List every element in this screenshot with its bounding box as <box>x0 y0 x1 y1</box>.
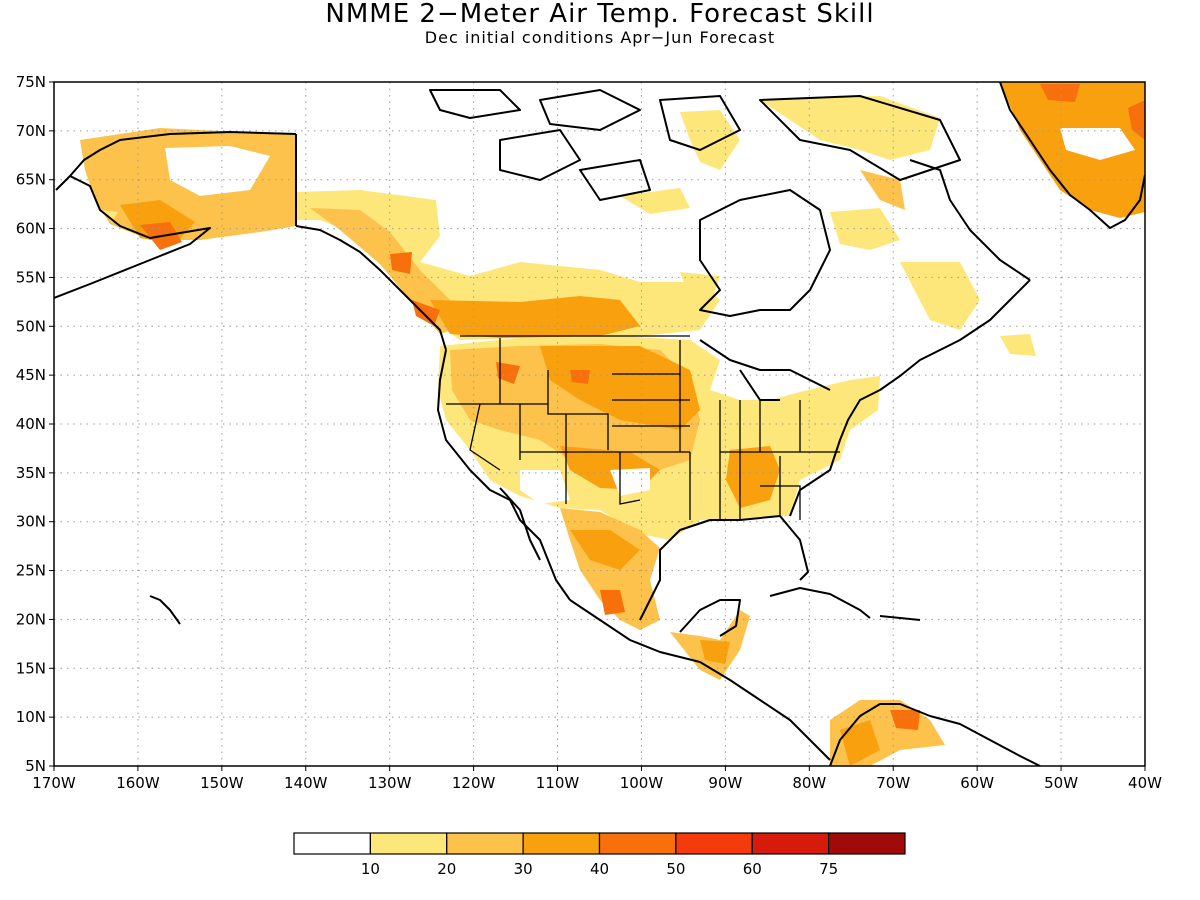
colorbar-label: 10 <box>361 860 380 878</box>
colorbar-label: 60 <box>743 860 762 878</box>
lat-tick-label: 55N <box>16 268 46 286</box>
coastlines <box>54 82 1145 766</box>
lon-tick-label: 130W <box>368 774 412 792</box>
lat-tick-label: 35N <box>16 464 46 482</box>
colorbar-label: 30 <box>514 860 533 878</box>
lon-tick-label: 90W <box>708 774 742 792</box>
colorbar-swatch <box>446 832 524 855</box>
skill-shading <box>80 82 1145 766</box>
lat-tick-label: 15N <box>16 659 46 677</box>
lon-tick-label: 50W <box>1044 774 1078 792</box>
longitude-labels: 170W 160W 150W 140W 130W 120W 110W 100W 90W 80W 70… <box>32 766 1162 792</box>
lon-tick-label: 60W <box>960 774 994 792</box>
colorbar-swatch <box>293 832 371 855</box>
lat-tick-label: 60N <box>16 220 46 238</box>
lat-tick-label: 75N <box>16 73 46 91</box>
lat-tick-label: 30N <box>16 513 46 531</box>
colorbar-swatch <box>598 832 677 855</box>
lat-tick-label: 50N <box>16 317 46 335</box>
lat-tick-label: 40N <box>16 415 46 433</box>
colorbar-swatch <box>828 832 906 855</box>
lat-tick-label: 45N <box>16 366 46 384</box>
lat-tick-label: 20N <box>16 610 46 628</box>
lon-tick-label: 160W <box>116 774 160 792</box>
colorbar-swatch <box>369 832 448 855</box>
lon-tick-label: 110W <box>536 774 580 792</box>
colorbar-swatch <box>522 832 601 855</box>
lon-tick-label: 120W <box>452 774 496 792</box>
colorbar-swatch <box>675 832 753 855</box>
colorbar-label: 75 <box>819 860 838 878</box>
map-subtitle: Dec initial conditions Apr−Jun Forecast <box>424 28 776 47</box>
colorbar-swatch <box>751 832 830 855</box>
lon-tick-label: 140W <box>284 774 328 792</box>
lon-tick-label: 40W <box>1128 774 1162 792</box>
lat-tick-label: 65N <box>16 171 46 189</box>
lon-tick-label: 70W <box>876 774 910 792</box>
lon-tick-label: 100W <box>620 774 664 792</box>
colorbar-label: 40 <box>590 860 609 878</box>
latitude-labels: 5N 10N 15N 20N 25N 30N 35N 40N 45N 50N 55N 60N 65N 70… <box>16 73 54 775</box>
map-title: NMME 2−Meter Air Temp. Forecast Skill <box>325 0 875 29</box>
state-borders <box>446 335 840 520</box>
lat-tick-label: 70N <box>16 122 46 140</box>
lon-tick-label: 150W <box>200 774 244 792</box>
colorbar-label: 20 <box>437 860 456 878</box>
lat-tick-label: 10N <box>16 708 46 726</box>
lon-tick-label: 80W <box>792 774 826 792</box>
colorbar: 10 20 30 40 50 60 75 <box>293 832 906 878</box>
lon-tick-label: 170W <box>32 774 76 792</box>
lat-tick-label: 5N <box>25 757 46 775</box>
lat-tick-label: 25N <box>16 562 46 580</box>
colorbar-label: 50 <box>666 860 685 878</box>
